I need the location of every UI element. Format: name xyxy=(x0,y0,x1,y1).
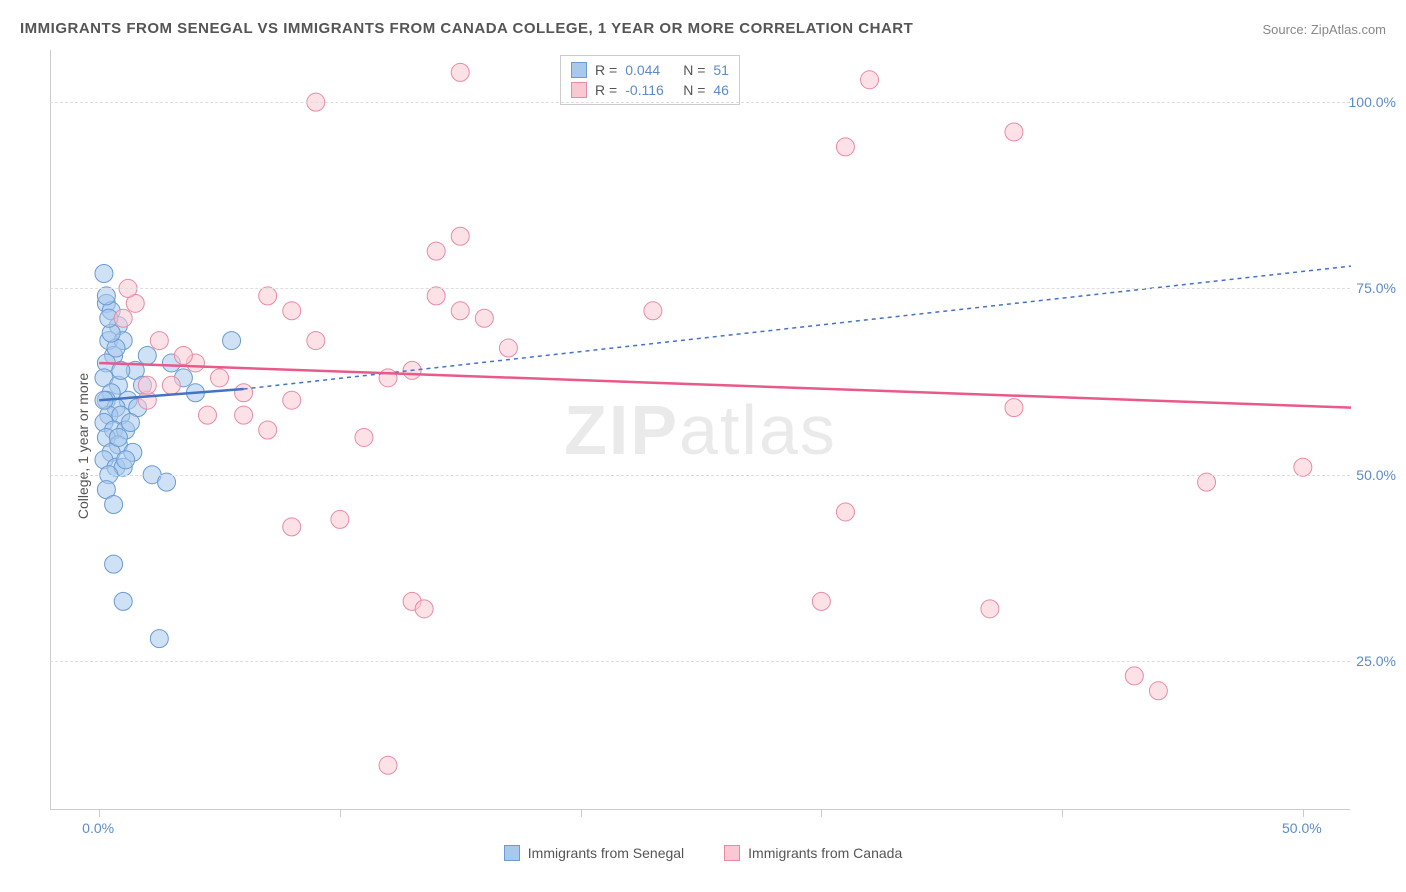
data-point xyxy=(158,473,176,491)
data-point xyxy=(475,309,493,327)
legend-swatch xyxy=(724,845,740,861)
chart-svg xyxy=(51,50,1351,810)
data-point xyxy=(812,592,830,610)
data-point xyxy=(105,496,123,514)
data-point xyxy=(451,63,469,81)
data-point xyxy=(644,302,662,320)
chart-title: IMMIGRANTS FROM SENEGAL VS IMMIGRANTS FR… xyxy=(20,20,913,37)
x-tick xyxy=(340,809,341,817)
data-point xyxy=(198,406,216,424)
x-tick xyxy=(99,809,100,817)
legend-swatch xyxy=(571,62,587,78)
data-point xyxy=(235,406,253,424)
x-tick-label: 0.0% xyxy=(82,820,114,836)
n-label: N = xyxy=(683,62,705,78)
x-tick xyxy=(1062,809,1063,817)
x-tick xyxy=(821,809,822,817)
data-point xyxy=(109,428,127,446)
legend-label: Immigrants from Canada xyxy=(748,845,902,861)
gridline-h xyxy=(50,661,1350,662)
r-value: 0.044 xyxy=(625,62,675,78)
x-tick-label: 50.0% xyxy=(1282,820,1322,836)
gridline-h xyxy=(50,102,1350,103)
data-point xyxy=(331,510,349,528)
n-label: N = xyxy=(683,82,705,98)
n-value: 46 xyxy=(713,82,729,98)
data-point xyxy=(150,630,168,648)
data-point xyxy=(150,332,168,350)
r-value: -0.116 xyxy=(625,82,675,98)
legend-swatch xyxy=(571,82,587,98)
data-point xyxy=(379,756,397,774)
data-point xyxy=(138,376,156,394)
data-point xyxy=(283,518,301,536)
data-point xyxy=(427,287,445,305)
data-point xyxy=(307,332,325,350)
data-point xyxy=(114,592,132,610)
r-label: R = xyxy=(595,82,617,98)
data-point xyxy=(427,242,445,260)
legend-item: Immigrants from Senegal xyxy=(504,845,684,861)
data-point xyxy=(114,309,132,327)
data-point xyxy=(355,428,373,446)
data-point xyxy=(1005,399,1023,417)
legend-row: R = 0.044 N = 51 xyxy=(571,60,729,80)
data-point xyxy=(174,346,192,364)
data-point xyxy=(235,384,253,402)
gridline-h xyxy=(50,475,1350,476)
legend-row: R = -0.116 N = 46 xyxy=(571,80,729,100)
data-point xyxy=(211,369,229,387)
data-point xyxy=(117,451,135,469)
data-point xyxy=(95,265,113,283)
gridline-h xyxy=(50,288,1350,289)
y-tick-label: 100.0% xyxy=(1349,94,1396,110)
legend-item: Immigrants from Canada xyxy=(724,845,902,861)
n-value: 51 xyxy=(713,62,729,78)
y-tick-label: 50.0% xyxy=(1356,467,1396,483)
data-point xyxy=(259,421,277,439)
data-point xyxy=(981,600,999,618)
data-point xyxy=(1005,123,1023,141)
data-point xyxy=(836,503,854,521)
data-point xyxy=(861,71,879,89)
source-attribution: Source: ZipAtlas.com xyxy=(1262,22,1386,37)
data-point xyxy=(105,555,123,573)
data-point xyxy=(97,287,115,305)
data-point xyxy=(121,414,139,432)
data-point xyxy=(1125,667,1143,685)
y-tick-label: 75.0% xyxy=(1356,280,1396,296)
plot-area: ZIPatlas xyxy=(50,50,1350,810)
data-point xyxy=(1294,458,1312,476)
data-point xyxy=(259,287,277,305)
x-tick xyxy=(581,809,582,817)
data-point xyxy=(499,339,517,357)
data-point xyxy=(451,302,469,320)
correlation-legend: R = 0.044 N = 51 R = -0.116 N = 46 xyxy=(560,55,740,105)
data-point xyxy=(1198,473,1216,491)
series-legend: Immigrants from Senegal Immigrants from C… xyxy=(0,845,1406,861)
legend-swatch xyxy=(504,845,520,861)
data-point xyxy=(138,346,156,364)
data-point xyxy=(283,391,301,409)
data-point xyxy=(415,600,433,618)
data-point xyxy=(379,369,397,387)
data-point xyxy=(836,138,854,156)
chart-container: IMMIGRANTS FROM SENEGAL VS IMMIGRANTS FR… xyxy=(0,0,1406,892)
legend-label: Immigrants from Senegal xyxy=(528,845,684,861)
y-tick-label: 25.0% xyxy=(1356,653,1396,669)
r-label: R = xyxy=(595,62,617,78)
data-point xyxy=(283,302,301,320)
x-tick xyxy=(1303,809,1304,817)
data-point xyxy=(223,332,241,350)
data-point xyxy=(451,227,469,245)
data-point xyxy=(162,376,180,394)
data-point xyxy=(1149,682,1167,700)
